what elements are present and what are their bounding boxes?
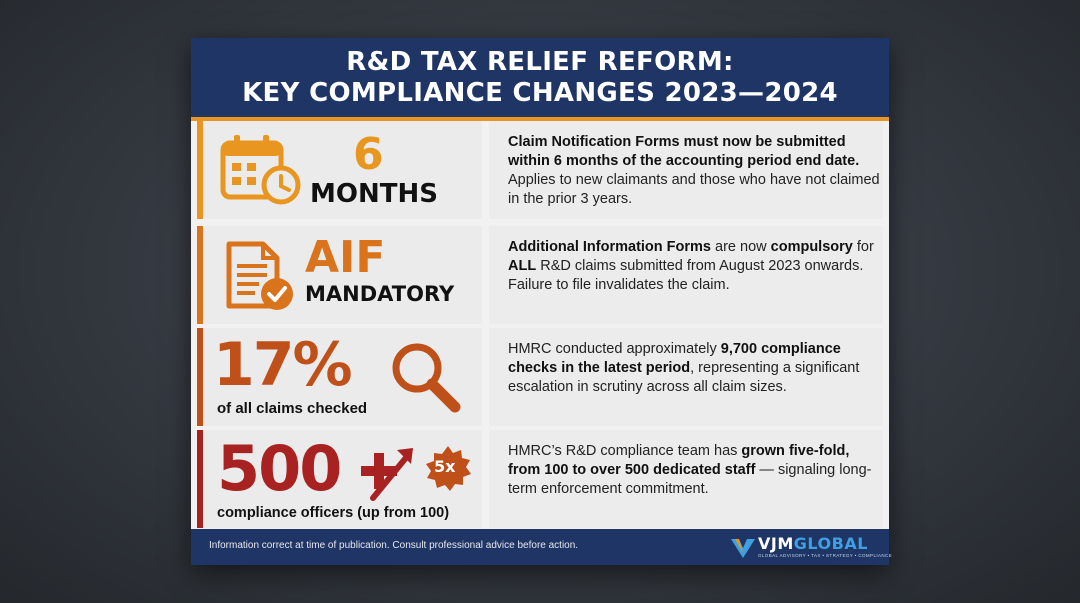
row-3-text-a: HMRC conducted approximately bbox=[508, 341, 721, 357]
stat-compliance-officers: compliance officers (up from 100) bbox=[217, 505, 450, 521]
stat-500: 500 bbox=[217, 432, 342, 505]
footer-disclaimer: Information correct at time of publicati… bbox=[209, 540, 579, 551]
row-2-bold-c: compulsory bbox=[770, 239, 853, 255]
title-line-2: KEY COMPLIANCE CHANGES 2023—2024 bbox=[242, 77, 838, 108]
stat-aif: AIF bbox=[305, 232, 386, 283]
growth-arrow-icon bbox=[361, 448, 413, 501]
row-2-bold-a: Additional Information Forms bbox=[508, 239, 711, 255]
infographic-card: R&D TAX RELIEF REFORM: KEY COMPLIANCE CH… bbox=[191, 38, 892, 565]
logo-mark-icon bbox=[731, 539, 755, 558]
row-1-stat-panel: 6 MONTHS bbox=[197, 121, 482, 219]
stat-mandatory: MANDATORY bbox=[305, 282, 455, 306]
logo-word-vjm: VJM bbox=[758, 534, 794, 553]
title-line-1: R&D TAX RELIEF REFORM: bbox=[346, 46, 734, 77]
row-1-bold-text: Claim Notification Forms must now be sub… bbox=[508, 134, 860, 169]
vjm-global-logo: VJMGLOBAL GLOBAL ADVISORY • TAX • STRATE… bbox=[728, 534, 892, 562]
row-2-bold-e: ALL bbox=[508, 258, 537, 274]
row-2-text-b: are now bbox=[711, 239, 771, 255]
footer-bar: Information correct at time of publicati… bbox=[191, 529, 892, 565]
row-3-bold-b: 9,700 compliance checks in the latest pe… bbox=[508, 341, 841, 376]
row-compliance-checks: 17% of all claims checked HMRC conducted… bbox=[191, 328, 889, 426]
magnifier-icon bbox=[392, 343, 461, 413]
calendar-clock-icon bbox=[220, 135, 301, 205]
stat-months: MONTHS bbox=[310, 179, 438, 209]
row-3-text-c: , representing a significant escalation … bbox=[508, 360, 860, 395]
row-2-text-d: for bbox=[852, 239, 874, 255]
badge-5x-label: 5x bbox=[434, 457, 456, 476]
row-compliance-team: 500 5x compliance officers (up from 100)… bbox=[191, 430, 889, 528]
row-aif-mandatory: AIF MANDATORY Additional Information For… bbox=[191, 226, 889, 324]
row-3-stat-panel: 17% of all claims checked bbox=[197, 328, 482, 426]
logo-word-global: GLOBAL bbox=[793, 534, 868, 553]
row-2-text-f: R&D claims submitted from August 2023 on… bbox=[508, 258, 864, 293]
row-4-stat-panel: 500 5x compliance officers (up from 100) bbox=[197, 430, 482, 528]
badge-5x-icon bbox=[426, 446, 471, 491]
row-1-description: Claim Notification Forms must now be sub… bbox=[489, 121, 883, 219]
stat-17-percent: 17% bbox=[213, 330, 353, 400]
document-check-icon bbox=[226, 241, 293, 310]
row-2-description: Additional Information Forms are now com… bbox=[489, 226, 883, 324]
logo-wordmark: VJMGLOBAL bbox=[758, 534, 868, 553]
row-4-text-a: HMRC’s R&D compliance team has bbox=[508, 443, 742, 459]
row-4-bold-b: grown five-fold, from 100 to over 500 de… bbox=[508, 443, 850, 478]
row-cnf-deadline: 6 MONTHS Claim Notification Forms must n… bbox=[191, 121, 889, 219]
stat-6: 6 bbox=[353, 129, 384, 180]
row-1-text: Applies to new claimants and those who h… bbox=[508, 172, 880, 207]
row-2-stat-panel: AIF MANDATORY bbox=[197, 226, 482, 324]
header-accent-bar bbox=[191, 117, 889, 121]
header-banner: R&D TAX RELIEF REFORM: KEY COMPLIANCE CH… bbox=[191, 38, 889, 117]
row-3-description: HMRC conducted approximately 9,700 compl… bbox=[489, 328, 883, 426]
stat-claims-checked: of all claims checked bbox=[217, 400, 368, 417]
row-4-description: HMRC’s R&D compliance team has grown fiv… bbox=[489, 430, 883, 528]
logo-tagline: GLOBAL ADVISORY • TAX • STRATEGY • COMPL… bbox=[758, 553, 893, 558]
row-4-text-c: — signaling long-term enforcement commit… bbox=[508, 462, 872, 497]
